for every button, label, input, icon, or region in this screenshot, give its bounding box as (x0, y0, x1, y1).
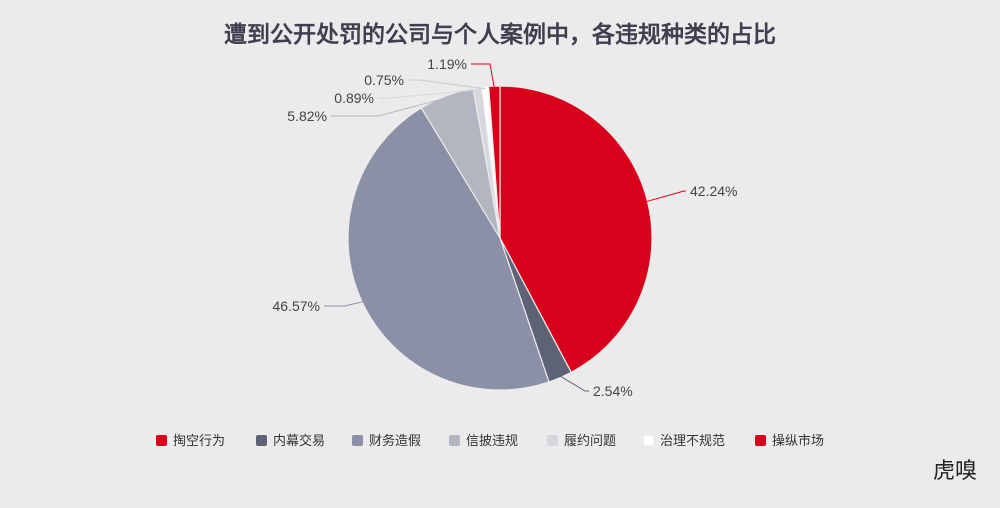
legend-item-5: 履约问题 (547, 434, 616, 449)
data-label-6: 0.75% (364, 72, 404, 88)
legend-item-6: 治理不规范 (642, 434, 725, 449)
legend-label: 信披违规 (466, 434, 518, 449)
data-label-3: 46.57% (273, 298, 320, 314)
legend-label: 治理不规范 (660, 434, 725, 449)
data-label-4: 5.82% (287, 108, 327, 124)
pie-slices (347, 85, 653, 391)
leader-line-6 (408, 79, 486, 90)
legend-item-2: 内幕交易 (256, 433, 325, 449)
legend-swatch (352, 435, 363, 446)
legend-label: 掏空行为 (173, 433, 225, 449)
legend-swatch (642, 434, 655, 447)
pie-data-labels: 42.24% 2.54% 46.57% 5.82% 0.89% 0.75% 1.19% (273, 56, 738, 399)
legend-item-3: 财务造假 (352, 433, 421, 449)
brand-logo: 虎嗅 (933, 459, 977, 484)
leader-line-4 (331, 97, 448, 117)
legend-swatch (156, 435, 167, 446)
legend-swatch (449, 435, 460, 446)
legend-swatch (755, 435, 766, 446)
legend-label: 操纵市场 (772, 433, 824, 449)
data-label-5: 0.89% (334, 90, 374, 106)
data-label-1: 42.24% (690, 183, 737, 199)
legend-item-4: 信披违规 (449, 434, 518, 449)
leader-line-3 (324, 300, 365, 307)
data-label-7: 1.19% (427, 56, 467, 72)
pie-leader-lines (324, 63, 686, 392)
legend-swatch (547, 435, 558, 446)
leader-line-7 (471, 63, 495, 89)
legend-label: 履约问题 (564, 434, 616, 449)
leader-line-1 (645, 190, 686, 203)
leader-line-2 (559, 375, 589, 392)
leader-line-5 (378, 89, 478, 99)
legend-label: 内幕交易 (273, 433, 325, 449)
chart-title: 遭到公开处罚的公司与个人案例中，各违规种类的占比 (224, 21, 776, 48)
data-label-2: 2.54% (593, 383, 633, 399)
legend-swatch (256, 435, 267, 446)
chart-legend: 掏空行为 内幕交易 财务造假 信披违规 履约问题 治理不规范 操纵市场 (156, 433, 824, 449)
legend-item-1: 掏空行为 (156, 433, 225, 449)
legend-label: 财务造假 (369, 433, 421, 449)
legend-item-7: 操纵市场 (755, 433, 824, 449)
